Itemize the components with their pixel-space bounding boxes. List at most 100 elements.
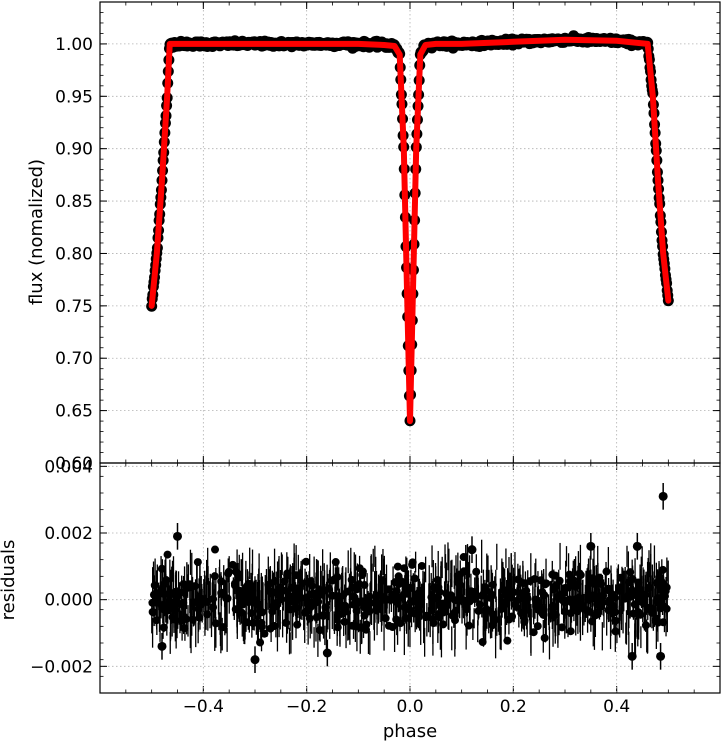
residual-point xyxy=(516,589,525,598)
residual-point xyxy=(439,620,448,629)
phase-x-tick-label: −0.2 xyxy=(286,697,327,717)
residual-point xyxy=(320,586,329,595)
residual-point xyxy=(333,572,342,581)
residual-point xyxy=(397,577,406,586)
residual-point xyxy=(203,597,212,606)
residual-point xyxy=(571,582,580,591)
residual-point xyxy=(416,599,425,608)
residual-point xyxy=(596,602,605,611)
residual-point xyxy=(180,624,189,633)
residual-point xyxy=(472,567,481,576)
residual-point xyxy=(237,608,246,617)
residual-point xyxy=(408,560,417,569)
residual-point xyxy=(417,561,426,570)
residual-point xyxy=(156,589,165,598)
residual-point xyxy=(265,587,274,596)
residual-point xyxy=(399,590,408,599)
residual-point xyxy=(551,610,560,619)
residual-point xyxy=(211,545,220,554)
residual-point xyxy=(393,562,402,571)
residual-point xyxy=(219,623,228,632)
residual-point xyxy=(651,616,660,625)
residual-point xyxy=(589,593,598,602)
residual-outlier-point xyxy=(250,655,260,665)
residual-point xyxy=(611,627,620,636)
residual-point xyxy=(406,606,415,615)
residual-point xyxy=(599,591,608,600)
residual-point xyxy=(348,583,357,592)
residual-point xyxy=(254,600,262,609)
residual-point xyxy=(459,553,468,562)
residual-point xyxy=(298,579,307,588)
residual-point xyxy=(173,587,182,596)
residual-point xyxy=(365,607,374,616)
residual-point xyxy=(270,577,279,586)
residual-point xyxy=(575,593,584,602)
residual-point xyxy=(636,610,645,619)
flux-y-tick-label: 0.80 xyxy=(55,244,93,264)
residual-point xyxy=(305,614,314,623)
residual-point xyxy=(470,594,479,603)
residual-point xyxy=(396,619,405,628)
residual-point xyxy=(548,570,557,579)
residual-point xyxy=(538,588,547,597)
residual-point xyxy=(356,623,365,632)
residual-point xyxy=(566,609,575,618)
residual-point xyxy=(188,615,197,624)
residual-point xyxy=(611,616,620,625)
residual-point xyxy=(508,612,517,621)
residual-point xyxy=(179,598,188,607)
residual-point xyxy=(488,580,497,589)
residual-point xyxy=(652,578,661,587)
residual-point xyxy=(209,595,218,604)
flux-panel: 0.60 0.65 0.70 0.75 0.80 0.85 0.90 0.95 1.00 flu… xyxy=(26,1,721,693)
residual-point xyxy=(628,575,637,584)
residual-point xyxy=(286,605,295,614)
flux-y-tick-label: 0.75 xyxy=(55,297,93,317)
flux-y-tick-label: 0.85 xyxy=(55,192,93,212)
residual-point xyxy=(355,598,364,607)
residual-point xyxy=(533,622,542,631)
residuals-axis-label: residuals xyxy=(0,540,19,621)
residual-point xyxy=(380,594,389,603)
residual-point xyxy=(659,602,668,611)
residual-point xyxy=(230,579,239,588)
residual-point xyxy=(276,583,285,592)
residual-point xyxy=(245,582,254,591)
residual-point xyxy=(610,608,619,617)
residual-point xyxy=(264,580,273,589)
residual-point xyxy=(659,580,668,589)
residual-point xyxy=(231,567,240,576)
residual-point xyxy=(231,605,240,614)
residual-point xyxy=(566,577,574,586)
residuals-panel-frame xyxy=(99,462,721,694)
residual-point xyxy=(348,621,357,630)
residual-point xyxy=(540,634,549,642)
residual-point xyxy=(653,596,662,605)
residual-point xyxy=(435,613,444,622)
residual-outlier-point xyxy=(586,541,596,551)
residual-point xyxy=(607,590,616,598)
residual-point xyxy=(211,619,220,628)
residual-point xyxy=(626,568,635,577)
residual-point xyxy=(393,599,402,608)
residual-point xyxy=(315,626,324,635)
residual-point xyxy=(308,590,317,599)
flux-y-tick-label: 0.60 xyxy=(55,454,93,474)
residual-point xyxy=(292,603,301,612)
residual-point xyxy=(474,606,483,615)
residual-point xyxy=(148,598,157,607)
residual-point xyxy=(660,592,669,601)
residual-point xyxy=(293,620,302,629)
residual-point xyxy=(193,558,202,567)
residual-point xyxy=(443,601,452,610)
residuals-y-tick-label: −0.002 xyxy=(30,657,93,677)
residual-point xyxy=(559,588,568,597)
residual-point xyxy=(560,596,569,605)
residual-point xyxy=(428,615,437,624)
residual-point xyxy=(340,617,349,626)
residual-point xyxy=(355,564,364,573)
residual-point xyxy=(475,600,484,609)
residual-point xyxy=(520,617,529,626)
residual-point xyxy=(624,591,633,600)
